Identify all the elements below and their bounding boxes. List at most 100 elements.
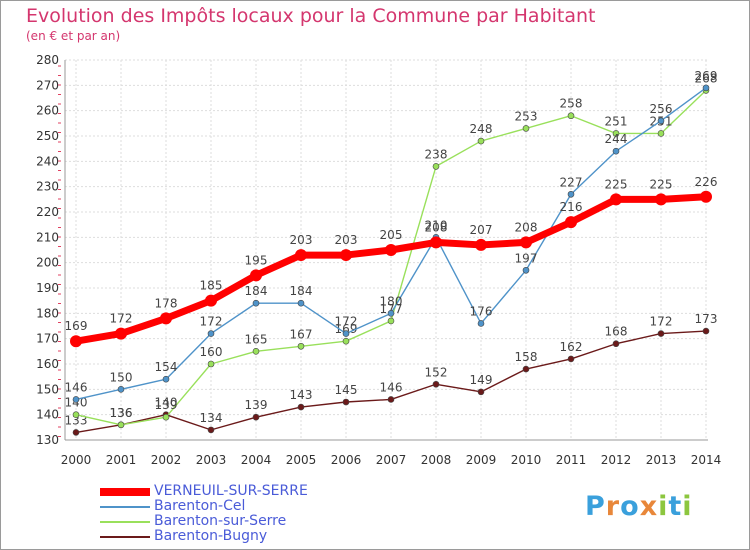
data-label: 150 — [110, 370, 133, 384]
y-tick-label: 260 — [36, 104, 59, 118]
data-point — [702, 327, 710, 335]
data-point — [565, 216, 577, 229]
data-label: 203 — [335, 233, 358, 247]
legend-swatch — [100, 506, 150, 508]
data-point — [252, 299, 260, 307]
legend-swatch — [100, 536, 150, 538]
logo-letter: x — [639, 491, 659, 522]
data-label: 172 — [335, 315, 358, 329]
data-label: 172 — [110, 312, 133, 326]
data-label: 269 — [695, 69, 718, 83]
data-label: 178 — [155, 296, 178, 310]
data-point — [610, 193, 622, 206]
data-point — [342, 398, 350, 406]
legend-label: VERNEUIL-SUR-SERRE — [154, 483, 308, 499]
data-point — [477, 320, 485, 327]
data-label: 268 — [695, 71, 718, 85]
data-label: 169 — [335, 322, 358, 336]
data-label: 162 — [560, 340, 583, 354]
data-label: 244 — [605, 132, 628, 146]
y-tick-label: 230 — [36, 180, 59, 194]
data-point — [297, 403, 305, 411]
y-tick-label: 210 — [36, 230, 59, 244]
data-point — [475, 238, 487, 251]
y-tick-label: 130 — [36, 433, 59, 447]
logo-letter: t — [668, 491, 683, 522]
data-point — [567, 112, 575, 120]
x-tick-label: 2011 — [556, 453, 587, 467]
y-tick-label: 190 — [36, 281, 59, 295]
data-point — [387, 396, 395, 403]
data-point — [657, 117, 665, 125]
data-point — [162, 375, 170, 383]
legend-label: Barenton-sur-Serre — [154, 513, 287, 529]
data-point — [520, 236, 532, 249]
data-point — [205, 294, 217, 307]
chart-title: Evolution des Impôts locaux pour la Comm… — [26, 5, 596, 27]
data-label: 143 — [290, 388, 313, 402]
data-point — [207, 330, 215, 337]
data-point — [297, 342, 305, 350]
data-label: 168 — [605, 325, 628, 339]
logo-letter: o — [620, 491, 640, 522]
x-tick-label: 2012 — [601, 453, 632, 467]
data-point — [297, 299, 305, 307]
data-label: 184 — [245, 284, 268, 298]
x-tick-label: 2007 — [376, 453, 407, 467]
data-point — [342, 337, 350, 345]
data-label: 216 — [560, 200, 583, 214]
x-tick-label: 2005 — [286, 453, 317, 467]
data-label: 139 — [245, 398, 268, 412]
data-label: 172 — [200, 315, 223, 329]
data-label: 160 — [200, 345, 223, 359]
data-label: 140 — [155, 396, 178, 410]
y-tick-label: 170 — [36, 332, 59, 346]
data-label: 176 — [470, 304, 493, 318]
data-point — [432, 380, 440, 388]
data-point — [162, 413, 170, 421]
data-point — [207, 360, 215, 368]
data-label: 172 — [650, 315, 673, 329]
data-point — [477, 388, 485, 396]
data-label: 146 — [65, 380, 88, 394]
legend-swatch — [100, 521, 150, 523]
data-label: 197 — [515, 251, 538, 265]
data-point — [117, 386, 125, 393]
data-point — [252, 413, 260, 421]
data-label: 139 — [155, 398, 178, 412]
proxiti-logo: Proxiti — [585, 491, 693, 522]
data-label: 136 — [110, 406, 133, 420]
data-label: 184 — [290, 284, 313, 298]
y-tick-label: 160 — [36, 357, 59, 371]
data-label: 167 — [290, 327, 313, 341]
data-point — [612, 340, 620, 348]
data-label: 238 — [425, 147, 448, 161]
line-chart: 130 140 150 160 170 180 190 200 210 220 230 240 250 2… — [36, 53, 722, 467]
x-tick-label: 2010 — [511, 453, 542, 467]
y-tick-label: 200 — [36, 256, 59, 270]
data-label: 251 — [605, 114, 628, 128]
data-point — [72, 429, 80, 436]
data-point — [700, 190, 712, 203]
data-point — [387, 317, 395, 325]
legend-swatch — [100, 488, 150, 496]
data-point — [250, 269, 262, 282]
data-label: 169 — [65, 319, 88, 333]
chart-subtitle: (en € et par an) — [26, 29, 121, 43]
data-point — [522, 266, 530, 274]
data-point — [385, 244, 397, 256]
x-tick-label: 2013 — [646, 453, 677, 467]
data-point — [72, 411, 80, 418]
data-label: 203 — [290, 233, 313, 247]
x-tick-label: 2014 — [691, 453, 722, 467]
data-label: 177 — [380, 302, 403, 316]
data-label: 210 — [425, 218, 448, 232]
data-point — [702, 84, 710, 92]
data-point — [207, 426, 215, 434]
data-point — [567, 355, 575, 363]
data-label: 134 — [200, 411, 223, 425]
logo-letter: r — [605, 491, 621, 522]
data-label: 208 — [515, 220, 538, 234]
x-tick-label: 2006 — [331, 453, 362, 467]
